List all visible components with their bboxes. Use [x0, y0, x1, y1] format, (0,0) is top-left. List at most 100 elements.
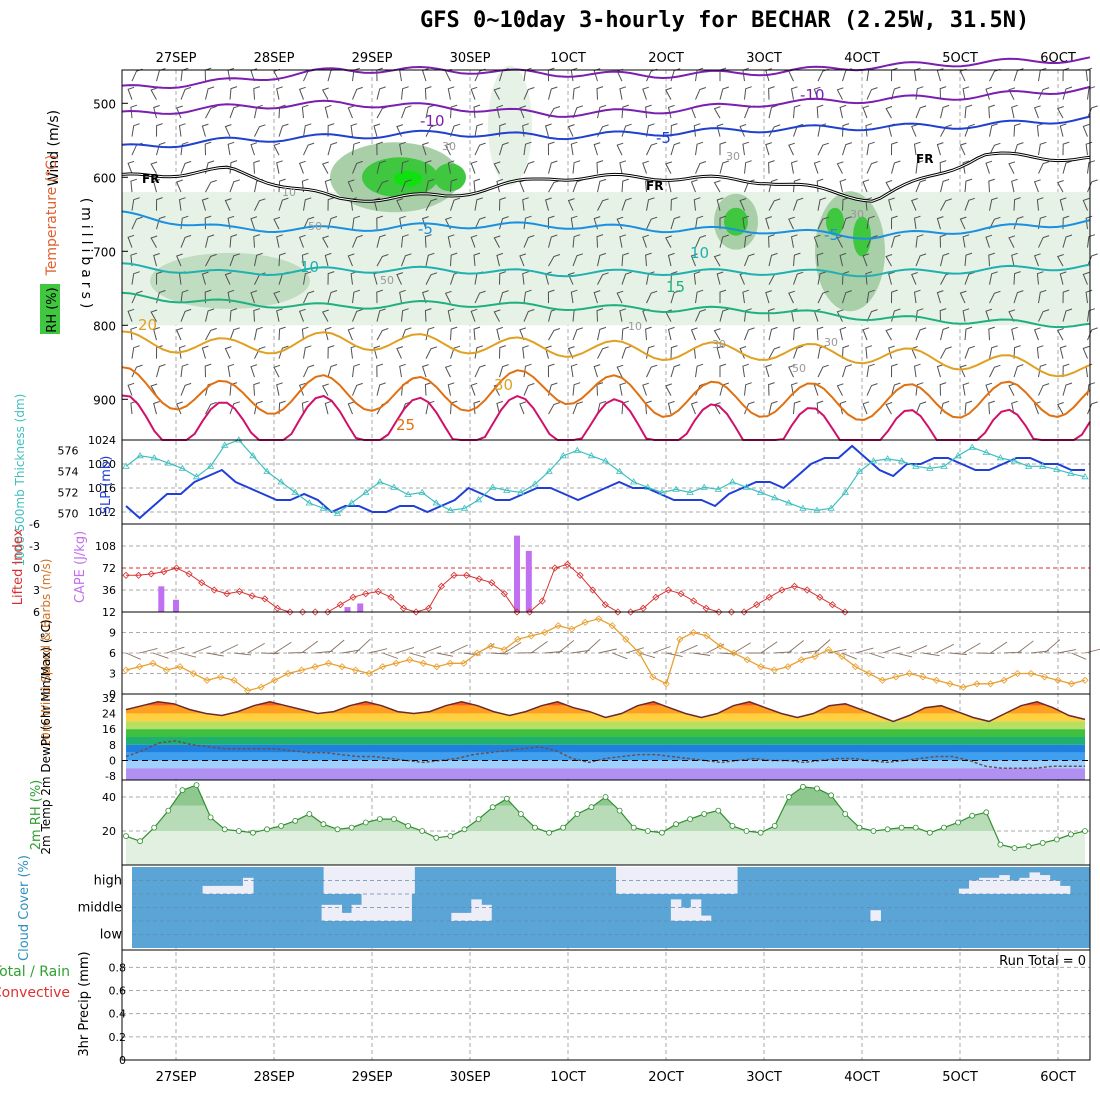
- rh2m-marker: [250, 830, 255, 835]
- rh2m-marker: [307, 812, 312, 817]
- wind-barb: [745, 87, 752, 100]
- wind-barb: [941, 327, 950, 340]
- rh2m-marker: [434, 835, 439, 840]
- rh2m-marker: [815, 786, 820, 791]
- rh2m-marker: [970, 813, 975, 818]
- wind-barb: [715, 181, 721, 193]
- wind-barb: [475, 69, 486, 81]
- wind-barb: [573, 383, 580, 396]
- wind-barb: [546, 124, 552, 137]
- wind-barb: [867, 364, 875, 377]
- thickness-tick-label: 570: [58, 508, 79, 521]
- wind-barb: [671, 143, 680, 156]
- cloud-cell: [223, 886, 234, 894]
- wind-barb: [1035, 180, 1041, 192]
- wind-barb: [818, 69, 829, 81]
- rh2m-marker: [871, 829, 876, 834]
- wind-barb: [377, 364, 383, 377]
- contour-label: 10: [628, 320, 642, 333]
- wind-barb: [423, 365, 429, 378]
- wind-barb: [965, 105, 972, 118]
- contour-label: 10: [690, 244, 709, 262]
- rh2m-marker: [1040, 840, 1045, 845]
- rh2m-marker: [1026, 844, 1031, 849]
- wind10m-barb: [599, 649, 617, 653]
- rh2m-marker: [829, 793, 834, 798]
- wind-barb: [254, 161, 260, 174]
- wind-barb: [1063, 161, 1072, 174]
- wind-barb: [353, 383, 363, 395]
- run-total-label: Run Total = 0: [999, 954, 1086, 969]
- lifted-index-line: [126, 564, 845, 612]
- temp-tick-label: 0: [109, 754, 116, 767]
- wind-barb: [397, 347, 403, 359]
- li-tick-label: -3: [29, 540, 40, 553]
- wind-barb: [1009, 88, 1015, 100]
- temp-band: [122, 729, 1090, 737]
- wind-barb: [1014, 365, 1023, 378]
- wind-barb: [230, 328, 240, 340]
- cape-tick-label: 72: [102, 562, 116, 575]
- wind-barb: [643, 161, 649, 173]
- rh-blob: [488, 66, 532, 186]
- cloud-row-label: high: [94, 874, 122, 889]
- wind-barb: [837, 384, 843, 396]
- wind-barb: [277, 87, 283, 100]
- wind-barb: [617, 365, 623, 377]
- contour-label: 50: [308, 220, 322, 233]
- wind-barb: [1014, 124, 1021, 137]
- wind-barb: [328, 365, 337, 378]
- wind10m-barb: [167, 647, 185, 653]
- axis-label-lifted-index: Lifted Index: [11, 528, 26, 605]
- rh2m-marker: [152, 825, 157, 830]
- rh2m-marker: [532, 825, 537, 830]
- wind-barb: [843, 346, 850, 359]
- wind-barb: [206, 87, 215, 100]
- wind-barb: [1058, 329, 1064, 341]
- wind-barb: [843, 143, 852, 156]
- rh-area-dark: [122, 780, 1090, 806]
- cloud-cell: [1050, 881, 1061, 895]
- rh2m-marker: [504, 796, 509, 801]
- wind-barb: [622, 179, 629, 192]
- wind10m-barb: [882, 647, 900, 653]
- wind-barb: [1035, 328, 1041, 340]
- wind10m-tick-label: 3: [109, 668, 116, 681]
- wind-barb: [206, 161, 215, 174]
- wind-barb: [1083, 124, 1089, 136]
- wind-barb: [886, 403, 892, 415]
- wind-barb: [1058, 107, 1064, 119]
- wind-barb: [1088, 383, 1095, 396]
- wind-barb: [277, 161, 283, 174]
- rh-blob: [394, 171, 422, 187]
- panel-frame: [122, 440, 1090, 524]
- wind-barb: [1083, 346, 1089, 358]
- wind10m-barb: [126, 653, 141, 659]
- wind-barb: [206, 180, 217, 192]
- thickness-tick-label: 572: [58, 487, 79, 500]
- contour-label: 15: [666, 278, 685, 296]
- rh-blob: [434, 163, 466, 191]
- wind-barb: [325, 179, 331, 192]
- wind-barb: [622, 346, 632, 358]
- contour-label: 30: [824, 336, 838, 349]
- wind10m-barb: [612, 653, 627, 659]
- wind-barb: [128, 383, 134, 395]
- wind-barb: [353, 364, 360, 377]
- rh2m-marker: [913, 825, 918, 830]
- contour-line: [122, 87, 1090, 117]
- axis-label-rh: RH (%): [45, 287, 60, 332]
- wind-barb: [251, 365, 257, 377]
- wind-barb: [328, 346, 334, 359]
- rh2m-marker: [702, 812, 707, 817]
- rh2m-marker: [490, 805, 495, 810]
- wind-barb: [471, 87, 477, 99]
- wind-barb: [696, 142, 704, 155]
- wind-barb: [523, 346, 529, 359]
- wind-barb: [325, 401, 331, 414]
- cloud-cell: [1040, 875, 1051, 894]
- axis-label-cloud: Cloud Cover (%): [17, 855, 32, 961]
- wind-barb: [448, 383, 454, 396]
- wind-barb: [620, 161, 626, 174]
- temp-band: [122, 721, 1090, 729]
